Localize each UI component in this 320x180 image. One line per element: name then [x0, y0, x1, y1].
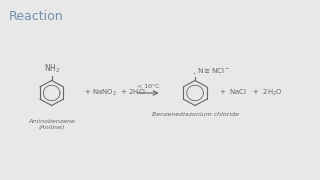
Text: + NaNO$_2$  + 2HCl: + NaNO$_2$ + 2HCl	[84, 88, 146, 98]
Text: NH$_2$: NH$_2$	[44, 63, 60, 75]
Text: Benzenediazonium chloride: Benzenediazonium chloride	[152, 112, 238, 117]
Text: N$\equiv$NCl$^-$: N$\equiv$NCl$^-$	[197, 66, 231, 75]
Text: +  NaCl   +  2H$_2$O: + NaCl + 2H$_2$O	[219, 88, 283, 98]
Text: $^+$: $^+$	[192, 73, 198, 78]
Text: Reaction: Reaction	[9, 10, 63, 23]
Text: Aminobenzene
(Aniline): Aminobenzene (Aniline)	[28, 119, 75, 130]
Text: < 10°C: < 10°C	[137, 84, 159, 89]
